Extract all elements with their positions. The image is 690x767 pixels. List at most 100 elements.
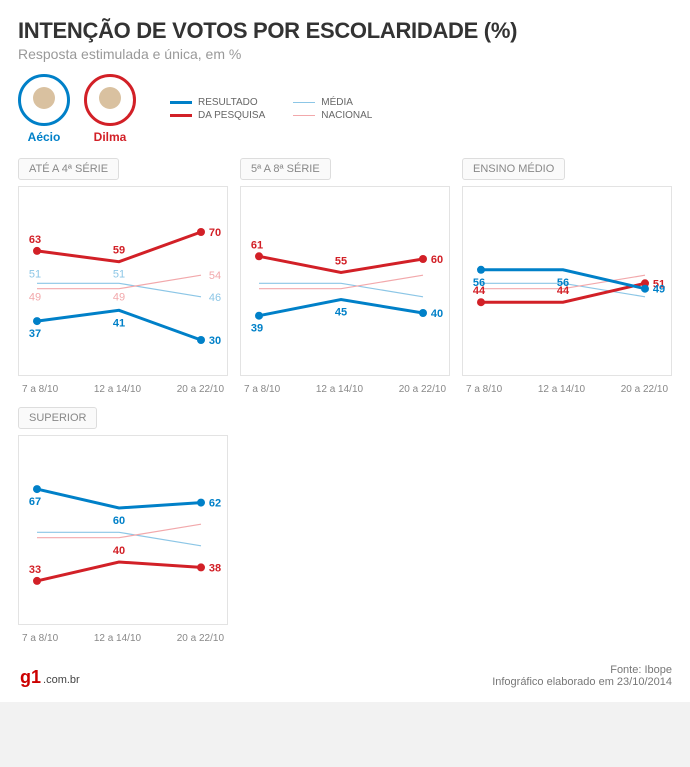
- avatar-head-icon: [33, 87, 55, 109]
- data-label: 46: [209, 292, 221, 304]
- candidate-aecio: Aécio: [18, 74, 70, 144]
- header-row: Aécio Dilma RESULTADO MÉDIA DA PESQUISA: [18, 74, 672, 144]
- series-marker: [477, 266, 485, 274]
- chart-panel: ATÉ A 4ª SÉRIE6359703741305151464949547 …: [18, 158, 228, 395]
- data-label: 38: [209, 562, 221, 574]
- series-marker: [197, 336, 205, 344]
- series-marker: [419, 309, 427, 317]
- panel-title: ATÉ A 4ª SÉRIE: [18, 158, 119, 180]
- candidate-dilma: Dilma: [84, 74, 136, 144]
- series-marker: [33, 577, 41, 585]
- panel-title: SUPERIOR: [18, 407, 97, 429]
- chart-svg: 635970374130515146494954: [19, 187, 229, 377]
- x-tick-label: 12 a 14/10: [316, 384, 363, 395]
- legend-label: RESULTADO: [198, 97, 258, 108]
- x-tick-label: 7 a 8/10: [22, 633, 58, 644]
- x-axis-labels: 7 a 8/10 12 a 14/10 20 a 22/10: [462, 376, 672, 395]
- chart-svg: 33 40 38 67 60 62: [19, 436, 229, 626]
- legend-pesquisa-dilma: DA PESQUISA: [170, 110, 265, 121]
- chart-svg: 615560394540: [241, 187, 451, 377]
- brand-suffix: .com.br: [43, 674, 80, 686]
- series-line: [259, 283, 423, 297]
- data-label: 60: [113, 515, 125, 527]
- data-label: 37: [29, 328, 41, 340]
- chart-box: 444451565649: [462, 186, 672, 376]
- series-marker: [33, 317, 41, 325]
- legend-line-icon: [293, 102, 315, 103]
- x-tick-label: 20 a 22/10: [399, 384, 446, 395]
- chart-panel: 5ª A 8ª SÉRIE6155603945407 a 8/1012 a 14…: [240, 158, 450, 395]
- x-tick-label: 12 a 14/10: [538, 384, 585, 395]
- data-label: 49: [653, 284, 665, 296]
- x-tick-label: 7 a 8/10: [244, 384, 280, 395]
- legend-resultado-aecio: RESULTADO: [170, 97, 265, 108]
- series-marker: [197, 499, 205, 507]
- credit-text: Infográfico elaborado em 23/10/2014: [492, 676, 672, 688]
- data-label: 56: [473, 277, 485, 289]
- data-label: 67: [29, 496, 41, 508]
- data-label: 61: [251, 239, 263, 251]
- data-label: 49: [113, 292, 125, 304]
- legend: RESULTADO MÉDIA DA PESQUISA NACIONAL: [170, 97, 372, 121]
- legend-media-aecio: MÉDIA: [293, 97, 372, 108]
- chart-box: 635970374130515146494954: [18, 186, 228, 376]
- chart-box: 33 40 38 67 60 62: [18, 435, 228, 625]
- panel-title: 5ª A 8ª SÉRIE: [240, 158, 331, 180]
- data-label: 54: [209, 270, 221, 282]
- data-label: 40: [113, 545, 125, 557]
- series-marker: [419, 255, 427, 263]
- data-label: 59: [113, 245, 125, 257]
- legend-line-icon: [170, 101, 192, 104]
- avatar-circle-dilma: [84, 74, 136, 126]
- series-line: [259, 275, 423, 289]
- main-title: INTENÇÃO DE VOTOS POR ESCOLARIDADE (%): [18, 18, 672, 44]
- data-label: 63: [29, 234, 41, 246]
- data-label: 49: [29, 292, 41, 304]
- x-tick-label: 20 a 22/10: [621, 384, 668, 395]
- footer: g1.com.br Fonte: Ibope Infográfico elabo…: [18, 664, 672, 688]
- data-label: 45: [335, 307, 347, 319]
- x-tick-label: 12 a 14/10: [94, 633, 141, 644]
- data-label: 33: [29, 564, 41, 576]
- brand-logo: g1.com.br: [18, 667, 80, 688]
- panels-grid: ATÉ A 4ª SÉRIE6359703741305151464949547 …: [18, 158, 672, 644]
- series-marker: [255, 312, 263, 320]
- source-text: Fonte: Ibope: [492, 664, 672, 676]
- x-tick-label: 20 a 22/10: [177, 633, 224, 644]
- data-label: 51: [113, 268, 125, 280]
- x-tick-label: 7 a 8/10: [22, 384, 58, 395]
- legend-nacional-dilma: NACIONAL: [293, 110, 372, 121]
- data-label: 70: [209, 227, 221, 239]
- legend-label: MÉDIA: [321, 97, 353, 108]
- x-tick-label: 20 a 22/10: [177, 384, 224, 395]
- series-line: [37, 489, 201, 508]
- data-label: 56: [557, 277, 569, 289]
- data-label: 30: [209, 335, 221, 347]
- chart-svg: 444451565649: [463, 187, 673, 377]
- x-axis-labels: 7 a 8/1012 a 14/1020 a 22/10: [18, 376, 228, 395]
- series-marker: [33, 247, 41, 255]
- chart-box: 615560394540: [240, 186, 450, 376]
- data-label: 60: [431, 254, 443, 266]
- data-label: 62: [209, 498, 221, 510]
- x-tick-label: 7 a 8/10: [466, 384, 502, 395]
- x-axis-labels: 7 a 8/10 12 a 14/10 20 a 22/10: [240, 376, 450, 395]
- series-marker: [477, 298, 485, 306]
- x-axis-labels: 7 a 8/10 12 a 14/10 20 a 22/10: [18, 625, 228, 644]
- subtitle: Resposta estimulada e única, em %: [18, 46, 672, 62]
- avatar-circle-aecio: [18, 74, 70, 126]
- series-marker: [197, 228, 205, 236]
- footer-credits: Fonte: Ibope Infográfico elaborado em 23…: [492, 664, 672, 688]
- chart-panel: SUPERIOR 33 40 38 67 60 62 7 a 8/10 12 a 14/10 20…: [18, 407, 228, 644]
- series-line: [37, 532, 201, 546]
- avatar-head-icon: [99, 87, 121, 109]
- brand-name: g1: [20, 667, 41, 687]
- series-marker: [197, 563, 205, 571]
- legend-label: NACIONAL: [321, 110, 372, 121]
- chart-panel: ENSINO MÉDIO4444515656497 a 8/1012 a 14/…: [462, 158, 672, 395]
- data-label: 40: [431, 308, 443, 320]
- data-label: 55: [335, 256, 347, 268]
- panel-title: ENSINO MÉDIO: [462, 158, 565, 180]
- candidate-name-aecio: Aécio: [28, 130, 61, 144]
- series-marker: [641, 285, 649, 293]
